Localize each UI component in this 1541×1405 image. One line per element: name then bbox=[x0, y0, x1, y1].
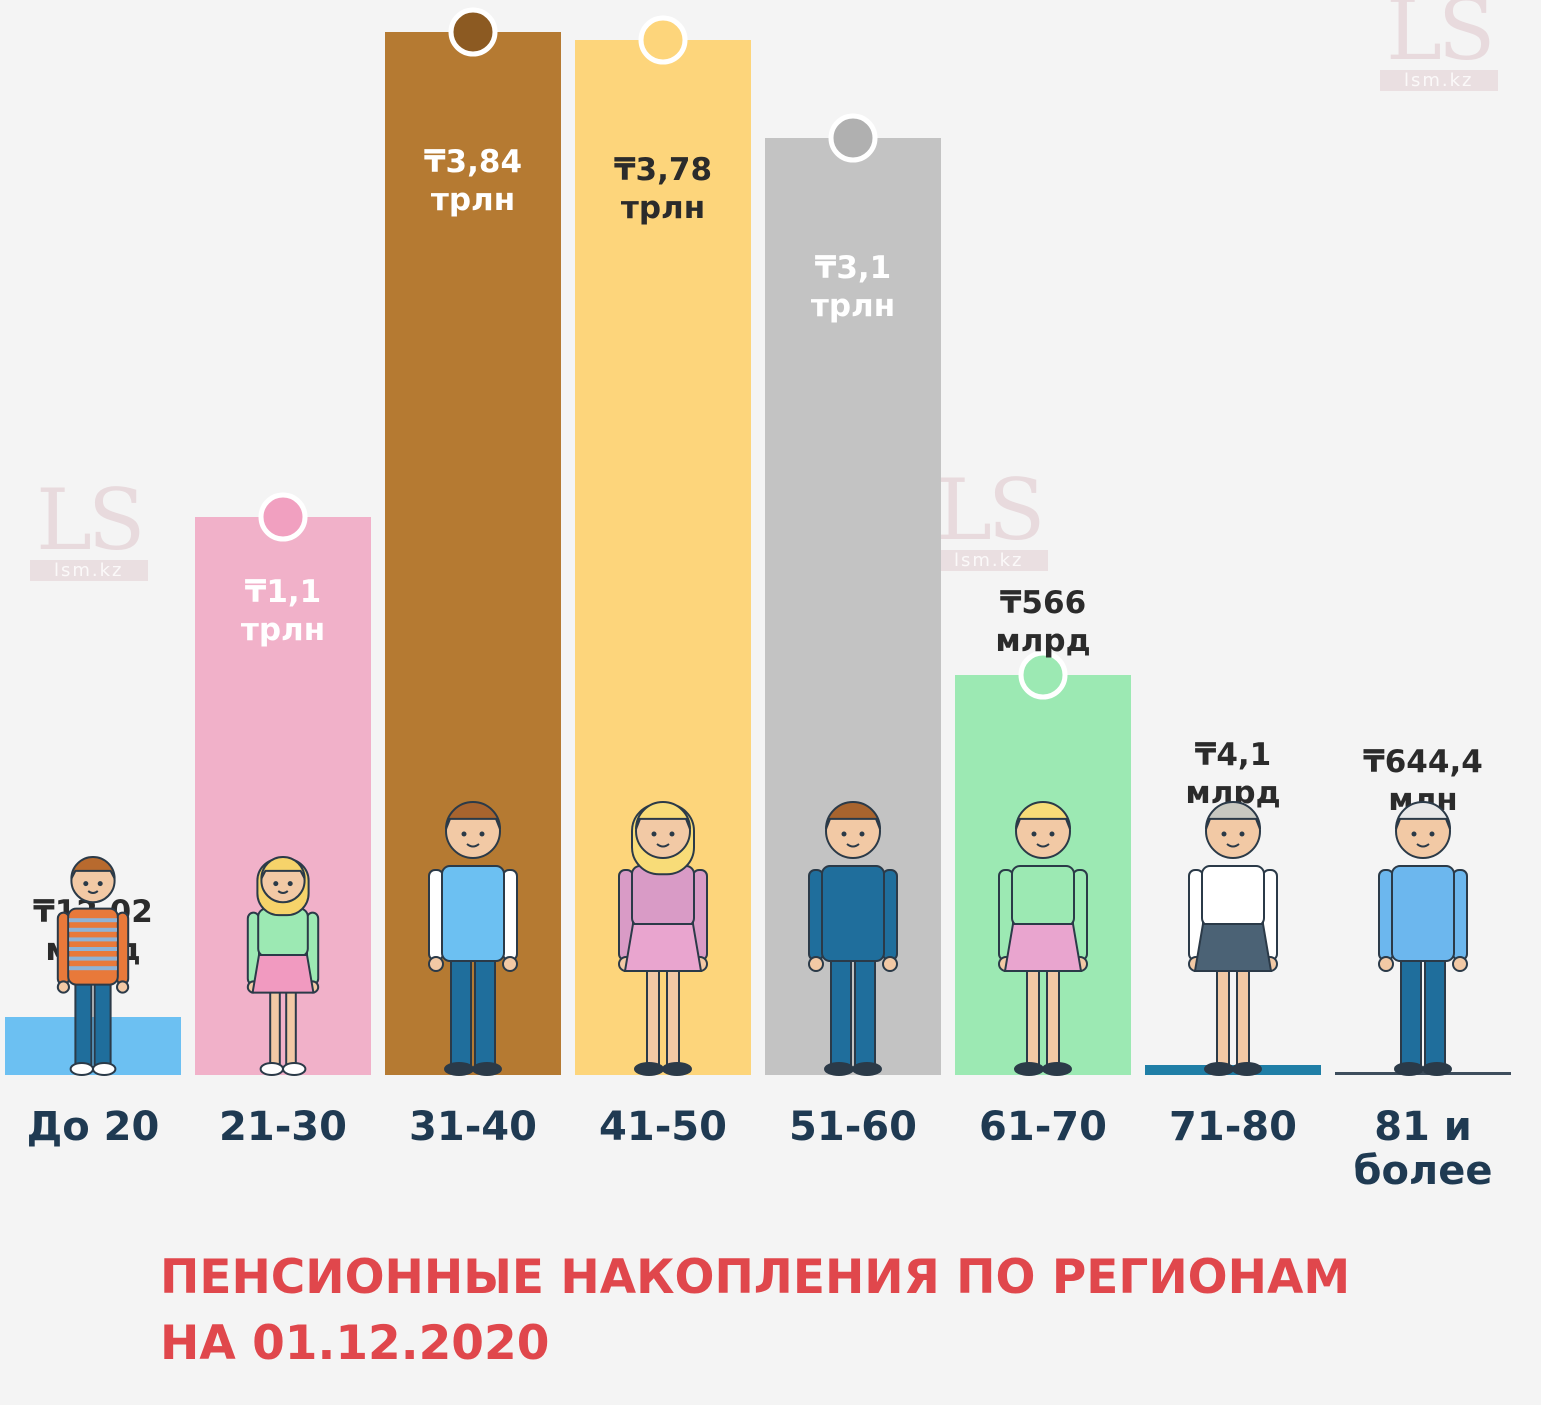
bar-top-marker bbox=[1018, 650, 1068, 700]
person-illustration bbox=[1378, 801, 1468, 1076]
bar-top-marker bbox=[828, 113, 878, 163]
data-label: трлн bbox=[431, 182, 515, 218]
data-label: млрд bbox=[995, 623, 1090, 659]
chart-title-line-2: НА 01.12.2020 bbox=[160, 1316, 550, 1371]
data-label: ₸3,78 bbox=[614, 152, 712, 188]
bar-top-marker bbox=[448, 7, 498, 57]
data-label: трлн bbox=[811, 288, 895, 324]
person-illustration bbox=[1188, 801, 1278, 1076]
category-label: 21-30 bbox=[219, 1104, 347, 1150]
data-label: ₸3,84 bbox=[424, 144, 522, 180]
category-label: До 20 bbox=[27, 1104, 160, 1150]
data-label: ₸566 bbox=[1000, 585, 1086, 621]
data-label: ₸4,1 bbox=[1195, 737, 1272, 773]
bar-chart: ₸12,02млрдДо 20₸1,1трлн21-30₸3,84трлн31-… bbox=[5, 7, 1511, 1194]
person-illustration bbox=[618, 801, 708, 1076]
bar-top-marker bbox=[638, 15, 688, 65]
category-label: более bbox=[1354, 1148, 1493, 1194]
data-label: трлн bbox=[241, 612, 325, 648]
data-label: трлн bbox=[621, 190, 705, 226]
category-label: 81 и bbox=[1374, 1104, 1472, 1150]
person-illustration bbox=[246, 856, 320, 1076]
category-label: 61-70 bbox=[979, 1104, 1107, 1150]
category-label: 31-40 bbox=[409, 1104, 537, 1150]
data-label: ₸1,1 bbox=[245, 574, 322, 610]
person-illustration bbox=[808, 801, 898, 1076]
person-illustration bbox=[998, 801, 1088, 1076]
chart-title-line-1: ПЕНСИОННЫЕ НАКОПЛЕНИЯ ПО РЕГИОНАМ bbox=[160, 1250, 1351, 1305]
category-label: 71-80 bbox=[1169, 1104, 1297, 1150]
person-illustration bbox=[428, 801, 518, 1076]
bar bbox=[5, 1017, 181, 1075]
data-label: ₸644,4 bbox=[1363, 744, 1483, 780]
data-label: ₸3,1 bbox=[815, 250, 892, 286]
category-label: 41-50 bbox=[599, 1104, 727, 1150]
bar-top-marker bbox=[258, 492, 308, 542]
category-label: 51-60 bbox=[789, 1104, 917, 1150]
bar bbox=[1335, 1072, 1511, 1075]
person-illustration bbox=[56, 856, 130, 1076]
